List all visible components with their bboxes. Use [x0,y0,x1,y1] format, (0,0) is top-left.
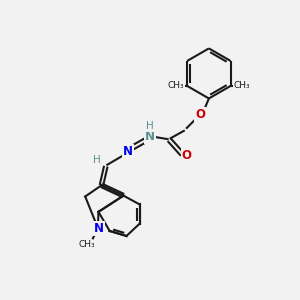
Text: O: O [195,108,205,121]
Text: CH₃: CH₃ [79,240,95,249]
Text: H: H [146,122,153,131]
Text: O: O [182,149,192,162]
Text: N: N [123,145,133,158]
Text: CH₃: CH₃ [233,82,250,91]
Text: N: N [94,222,104,235]
Text: N: N [145,130,155,143]
Text: CH₃: CH₃ [168,82,184,91]
Text: H: H [93,155,101,165]
